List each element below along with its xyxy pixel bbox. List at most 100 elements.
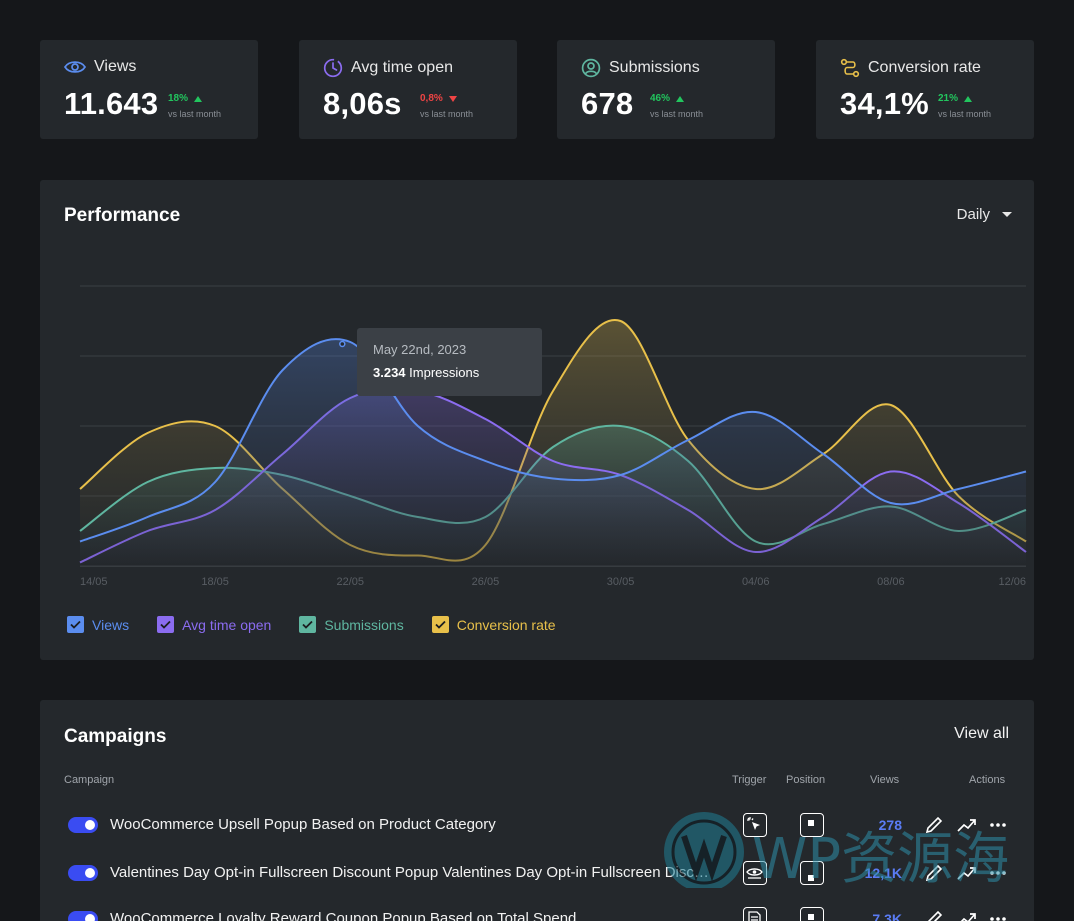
more-icon[interactable] <box>989 870 1007 876</box>
column-actions: Actions <box>969 774 1006 786</box>
campaign-views: 278 <box>878 817 902 833</box>
series-line-views <box>79 338 1027 543</box>
x-tick-label: 22/05 <box>337 576 365 588</box>
x-tick-label: 08/06 <box>877 576 905 588</box>
more-icon[interactable] <box>989 916 1007 921</box>
edit-icon[interactable] <box>925 910 943 921</box>
trend-down-icon <box>448 95 457 102</box>
tooltip-unit: Impressions <box>409 365 480 380</box>
edit-icon[interactable] <box>925 864 943 882</box>
trend-up-icon <box>964 95 973 102</box>
stat-card-avg-time: Avg time open 8,06s 0,8% vs last month <box>299 40 517 139</box>
performance-panel: Performance Daily 14/05 18/05 22/05 26/05 30… <box>40 180 1034 660</box>
position-top-icon <box>800 907 824 921</box>
stats-trend-icon[interactable] <box>957 865 977 881</box>
stat-header: Views <box>64 58 136 76</box>
checkbox-checked-icon[interactable] <box>431 616 449 633</box>
period-label: Daily <box>956 206 990 223</box>
campaign-name[interactable]: WooCommerce Upsell Popup Based on Produc… <box>110 816 496 833</box>
tooltip-value: 3.234 Impressions <box>373 365 526 380</box>
campaign-views: 12,1K <box>864 865 902 881</box>
x-tick-label: 12/06 <box>998 576 1026 588</box>
campaign-toggle[interactable] <box>68 817 98 833</box>
stat-value: 34,1% <box>840 86 929 121</box>
tooltip-date: May 22nd, 2023 <box>373 342 467 357</box>
chart-tooltip: May 22nd, 2023 3.234 Impressions <box>357 328 542 396</box>
checkbox-checked-icon[interactable] <box>67 616 84 633</box>
stat-header: Conversion rate <box>840 58 981 78</box>
checkbox-checked-icon[interactable] <box>157 616 175 633</box>
delta-value: 46% <box>650 93 671 104</box>
campaign-views: 7,3K <box>872 911 902 921</box>
legend-item-avg-time[interactable]: Avg time open <box>157 616 271 633</box>
stat-card-views: Views 11.643 18% vs last month <box>40 40 258 139</box>
legend-label: Submissions <box>324 616 404 633</box>
column-campaign: Campaign <box>64 774 115 786</box>
position-bottom-icon <box>800 861 824 885</box>
stat-delta: 0,8% <box>420 93 457 104</box>
table-row: WooCommerce Loyalty Reward Coupon Popup … <box>40 899 1034 921</box>
campaign-name[interactable]: Valentines Day Opt-in Fullscreen Discoun… <box>110 864 716 881</box>
stat-delta: 21% <box>938 93 973 104</box>
performance-title: Performance <box>64 205 181 226</box>
stat-value: 11.643 <box>64 86 159 121</box>
table-row: Valentines Day Opt-in Fullscreen Discoun… <box>40 853 1034 893</box>
stat-label: Submissions <box>609 59 700 76</box>
stat-label: Views <box>94 58 137 75</box>
performance-chart: 14/05 18/05 22/05 26/05 30/05 04/06 08/06 12/06 <box>79 285 1027 588</box>
stat-card-conversion: Conversion rate 34,1% 21% vs last month <box>816 40 1034 139</box>
stat-label: Avg time open <box>351 59 453 76</box>
x-tick-label: 18/05 <box>201 576 229 588</box>
stat-card-submissions: Submissions 678 46% vs last month <box>557 40 775 139</box>
x-tick-label: 30/05 <box>607 576 635 588</box>
stat-subtext: vs last month <box>168 109 222 119</box>
edit-icon[interactable] <box>925 816 943 834</box>
eye-icon <box>743 861 767 885</box>
tooltip-number: 3.234 <box>373 365 406 380</box>
checkbox-checked-icon[interactable] <box>299 616 317 633</box>
route-icon <box>840 58 860 78</box>
campaign-name[interactable]: WooCommerce Loyalty Reward Coupon Popup … <box>110 910 577 921</box>
delta-value: 0,8% <box>420 93 443 104</box>
clock-icon <box>323 58 343 78</box>
stat-subtext: vs last month <box>420 109 474 119</box>
stat-subtext: vs last month <box>938 109 992 119</box>
chart-legend: Views Avg time open Submissions Conversi… <box>67 616 556 633</box>
legend-item-views[interactable]: Views <box>67 616 129 633</box>
view-all-link[interactable]: View all <box>954 725 1009 742</box>
period-dropdown[interactable]: Daily <box>957 206 1012 223</box>
page-icon <box>743 907 767 921</box>
stats-trend-icon[interactable] <box>957 911 977 921</box>
x-tick-label: 26/05 <box>472 576 500 588</box>
legend-label: Views <box>92 616 130 633</box>
legend-item-submissions[interactable]: Submissions <box>299 616 404 633</box>
stat-delta: 46% <box>650 93 685 104</box>
stat-value: 678 <box>581 86 634 121</box>
x-tick-label: 04/06 <box>742 576 770 588</box>
legend-item-conversion[interactable]: Conversion rate <box>431 616 556 633</box>
delta-value: 21% <box>938 93 959 104</box>
column-trigger: Trigger <box>732 774 767 786</box>
column-position: Position <box>786 774 826 786</box>
user-icon <box>581 58 601 78</box>
stat-delta: 18% <box>168 93 203 104</box>
trend-up-icon <box>194 95 203 102</box>
legend-label: Conversion rate <box>456 616 556 633</box>
eye-icon <box>64 61 86 73</box>
click-icon <box>743 813 767 837</box>
hover-point <box>339 340 346 348</box>
table-row: WooCommerce Upsell Popup Based on Produc… <box>40 805 1034 845</box>
more-icon[interactable] <box>989 822 1007 828</box>
campaigns-title: Campaigns <box>64 726 167 747</box>
x-tick-label: 14/05 <box>80 576 108 588</box>
series-area-views <box>80 339 1026 566</box>
stat-value: 8,06s <box>323 86 402 121</box>
stats-trend-icon[interactable] <box>957 817 977 833</box>
delta-value: 18% <box>168 93 189 104</box>
campaign-toggle[interactable] <box>68 865 98 881</box>
campaign-toggle[interactable] <box>68 911 98 921</box>
stat-header: Submissions <box>581 58 700 78</box>
trend-up-icon <box>676 95 685 102</box>
stat-label: Conversion rate <box>868 59 981 76</box>
column-views: Views <box>870 774 900 786</box>
